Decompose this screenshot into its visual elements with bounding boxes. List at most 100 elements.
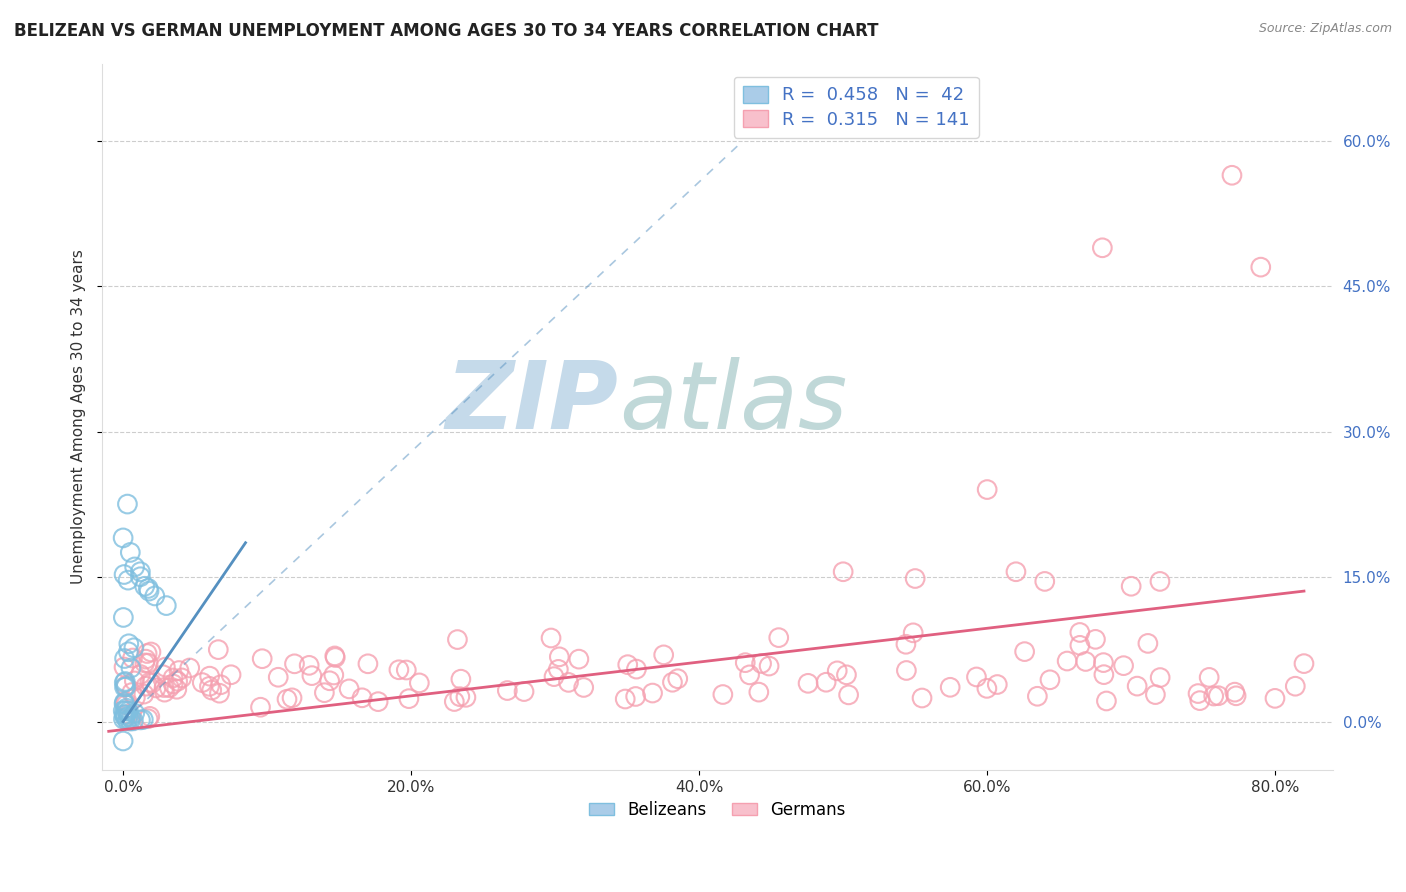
Point — [337, 681, 360, 696]
Point — [132, 687, 155, 701]
Point — [976, 483, 998, 497]
Point — [121, 651, 143, 665]
Point — [1220, 168, 1243, 182]
Point — [543, 670, 565, 684]
Point — [1126, 679, 1149, 693]
Point — [1095, 694, 1118, 708]
Point — [1198, 670, 1220, 684]
Point — [797, 676, 820, 690]
Point — [614, 692, 637, 706]
Point — [114, 704, 136, 718]
Point — [1284, 679, 1306, 693]
Point — [112, 707, 135, 722]
Point — [112, 610, 135, 624]
Point — [547, 662, 569, 676]
Point — [124, 560, 146, 574]
Point — [1144, 688, 1167, 702]
Point — [454, 690, 477, 705]
Point — [249, 700, 271, 714]
Point — [129, 667, 152, 681]
Point — [143, 589, 166, 603]
Point — [136, 712, 159, 726]
Point — [624, 690, 647, 704]
Point — [1091, 241, 1114, 255]
Point — [301, 668, 323, 682]
Point — [136, 656, 159, 670]
Point — [276, 692, 298, 706]
Point — [132, 713, 155, 727]
Point — [117, 645, 139, 659]
Point — [117, 714, 139, 728]
Point — [145, 681, 167, 695]
Point — [157, 681, 180, 695]
Point — [1069, 625, 1091, 640]
Point — [117, 704, 139, 718]
Point — [298, 658, 321, 673]
Point — [1005, 565, 1028, 579]
Point — [141, 676, 163, 690]
Point — [281, 690, 304, 705]
Point — [114, 651, 136, 665]
Point — [112, 704, 135, 718]
Point — [768, 631, 790, 645]
Point — [666, 672, 689, 686]
Point — [1208, 689, 1230, 703]
Text: BELIZEAN VS GERMAN UNEMPLOYMENT AMONG AGES 30 TO 34 YEARS CORRELATION CHART: BELIZEAN VS GERMAN UNEMPLOYMENT AMONG AG… — [14, 22, 879, 40]
Point — [1149, 574, 1171, 589]
Point — [115, 698, 138, 712]
Point — [208, 686, 231, 700]
Point — [1225, 689, 1247, 703]
Point — [170, 671, 193, 685]
Point — [201, 683, 224, 698]
Point — [152, 667, 174, 681]
Point — [112, 734, 135, 748]
Y-axis label: Unemployment Among Ages 30 to 34 years: Unemployment Among Ages 30 to 34 years — [72, 250, 86, 584]
Point — [153, 681, 176, 695]
Point — [388, 663, 411, 677]
Point — [318, 673, 340, 688]
Point — [1250, 260, 1272, 274]
Point — [112, 531, 135, 545]
Point — [661, 675, 683, 690]
Point — [641, 686, 664, 700]
Point — [162, 671, 184, 685]
Point — [191, 675, 214, 690]
Text: Source: ZipAtlas.com: Source: ZipAtlas.com — [1258, 22, 1392, 36]
Point — [198, 669, 221, 683]
Point — [398, 691, 420, 706]
Point — [1092, 667, 1115, 681]
Point — [825, 664, 848, 678]
Point — [114, 710, 136, 724]
Point — [904, 572, 927, 586]
Point — [114, 674, 136, 689]
Point — [179, 661, 201, 675]
Point — [1188, 693, 1211, 707]
Point — [114, 680, 136, 694]
Point — [835, 668, 858, 682]
Point — [322, 668, 344, 682]
Point — [162, 677, 184, 691]
Point — [1292, 657, 1315, 671]
Point — [139, 645, 162, 659]
Point — [112, 696, 135, 710]
Point — [734, 656, 756, 670]
Point — [323, 650, 346, 665]
Point — [134, 579, 156, 593]
Point — [124, 673, 146, 688]
Point — [572, 681, 595, 695]
Point — [748, 685, 770, 699]
Point — [250, 651, 273, 665]
Point — [352, 690, 374, 705]
Point — [114, 679, 136, 693]
Point — [155, 660, 177, 674]
Text: atlas: atlas — [619, 358, 846, 449]
Point — [209, 678, 232, 692]
Point — [136, 582, 159, 596]
Point — [166, 674, 188, 689]
Point — [1092, 656, 1115, 670]
Point — [1039, 673, 1062, 687]
Point — [139, 675, 162, 690]
Point — [738, 668, 761, 682]
Point — [114, 707, 136, 722]
Point — [153, 685, 176, 699]
